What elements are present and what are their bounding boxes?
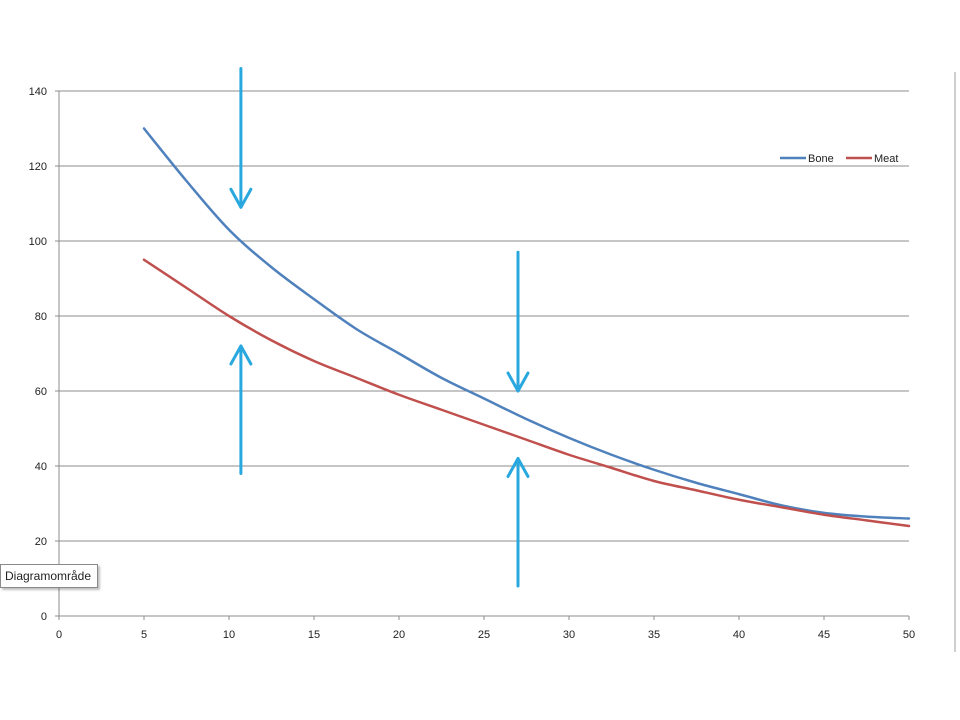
legend-label: Bone	[808, 153, 834, 165]
annotation-arrows	[229, 67, 530, 588]
x-tick-label-25: 25	[478, 629, 490, 641]
y-tick-label-40: 40	[35, 461, 47, 473]
y-tick-label-20: 20	[35, 536, 47, 548]
arrow-head	[506, 457, 530, 478]
series-line-meat	[142, 258, 911, 528]
arrow-head	[229, 344, 253, 366]
y-tick-label-80: 80	[35, 311, 47, 323]
y-tick-label-120: 120	[29, 161, 47, 173]
legend-entry-bone: Bone	[780, 153, 834, 165]
axes	[55, 90, 910, 620]
annotation-arrow-up-2	[229, 344, 253, 475]
series-lines	[142, 127, 911, 528]
legend-label: Meat	[874, 153, 898, 165]
x-tick-label-20: 20	[393, 629, 405, 641]
x-tick-label-50: 50	[903, 629, 915, 641]
y-tick-label-100: 100	[29, 236, 47, 248]
annotation-arrow-up-4	[506, 457, 530, 588]
arrow-head	[506, 371, 530, 393]
x-tick-label-45: 45	[818, 629, 830, 641]
gridlines	[59, 90, 909, 542]
legend-entry-meat: Meat	[846, 153, 898, 165]
arrow-head	[229, 187, 253, 209]
tick-labels: 0 20 40 60 80 100 120 140 0 5 10 15 20 25 30 35 40 45 50	[29, 86, 915, 641]
x-tick-label-35: 35	[648, 629, 660, 641]
panel-divider	[954, 72, 956, 652]
legend: Bone Meat	[780, 153, 898, 165]
x-tick-label-40: 40	[733, 629, 745, 641]
x-tick-label-10: 10	[223, 629, 235, 641]
chart-area-tooltip: Diagramområde	[0, 564, 99, 588]
y-tick-label-140: 140	[29, 86, 47, 98]
x-tick-label-30: 30	[563, 629, 575, 641]
y-tick-label-0: 0	[41, 611, 47, 623]
x-tick-label-5: 5	[141, 629, 147, 641]
x-tick-label-15: 15	[308, 629, 320, 641]
annotation-arrow-down-3	[506, 250, 530, 393]
series-line-bone	[142, 127, 911, 520]
y-tick-label-60: 60	[35, 386, 47, 398]
annotation-arrow-down-1	[229, 67, 253, 209]
x-tick-label-0: 0	[56, 629, 62, 641]
